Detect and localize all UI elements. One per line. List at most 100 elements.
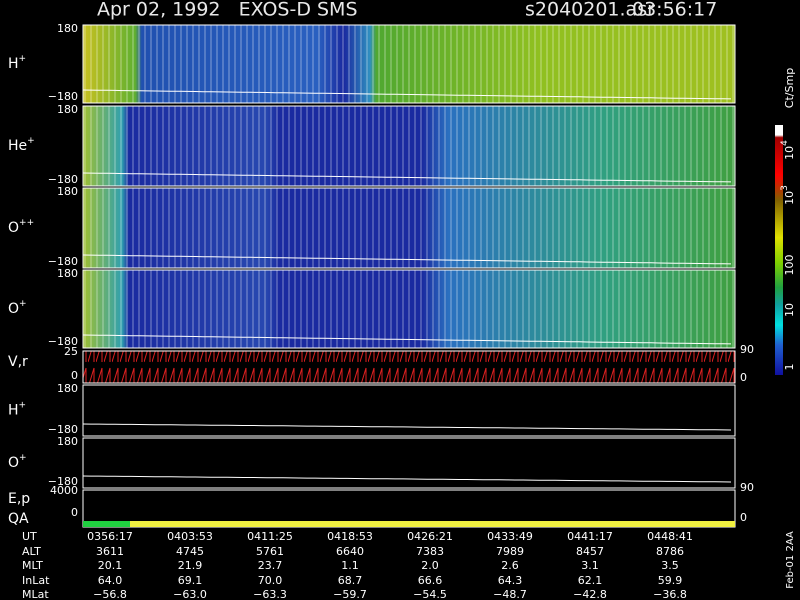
trace-line bbox=[82, 423, 732, 431]
cell: 6640 bbox=[336, 545, 364, 558]
cell: 68.7 bbox=[338, 574, 363, 587]
label: V,r bbox=[8, 354, 28, 370]
panel-frame bbox=[82, 384, 736, 437]
tick-label: −180 bbox=[48, 335, 78, 348]
label-sup: 3 bbox=[780, 185, 790, 191]
panel-frame bbox=[82, 437, 736, 489]
tick-label: −180 bbox=[48, 173, 78, 186]
tick-label: 90 bbox=[740, 343, 754, 356]
label: E,p bbox=[8, 491, 30, 507]
colorbar-tick-label: 10 bbox=[783, 303, 796, 317]
trace-line bbox=[82, 89, 732, 100]
cell: 3.1 bbox=[581, 559, 599, 572]
row-name: InLat bbox=[22, 574, 50, 587]
stamp: Feb-01 2AA bbox=[785, 531, 796, 589]
label-sup: ++ bbox=[19, 218, 34, 228]
cell: 0441:17 bbox=[567, 530, 613, 543]
cell: 0418:53 bbox=[327, 530, 373, 543]
colorbar-tick-label: 103 bbox=[780, 185, 797, 205]
tick-label: 0 bbox=[740, 511, 747, 524]
label-base: 100 bbox=[783, 255, 796, 276]
cell: 69.1 bbox=[178, 574, 203, 587]
label-base: H bbox=[8, 403, 19, 419]
panel-frame bbox=[82, 489, 736, 528]
colorbar-unit: Ct/Smp bbox=[783, 68, 796, 108]
cell: 8457 bbox=[576, 545, 604, 558]
label-base: O bbox=[8, 301, 19, 317]
file-name: s2040201.asr bbox=[525, 0, 655, 21]
tick-label: 4000 bbox=[50, 484, 78, 497]
tick-label: 180 bbox=[57, 185, 78, 198]
label: O+ bbox=[8, 453, 27, 472]
cell: 2.0 bbox=[421, 559, 439, 572]
cell: 3.5 bbox=[661, 559, 679, 572]
label-sup: 4 bbox=[780, 140, 790, 146]
spectrogram-texture bbox=[83, 25, 735, 103]
cell: 5761 bbox=[256, 545, 284, 558]
label-sup: + bbox=[19, 54, 27, 64]
cell: 0433:49 bbox=[487, 530, 533, 543]
label-base: 10 bbox=[783, 191, 796, 205]
cell: 62.1 bbox=[578, 574, 603, 587]
cell: 64.3 bbox=[498, 574, 523, 587]
label: H+ bbox=[8, 54, 26, 73]
cell: −56.8 bbox=[93, 588, 127, 600]
time: 03:56:17 bbox=[632, 0, 717, 21]
label-base: 1 bbox=[783, 364, 796, 371]
cell: 7383 bbox=[416, 545, 444, 558]
colorbar bbox=[775, 125, 783, 375]
panel-frame bbox=[82, 269, 736, 349]
spectrogram-texture bbox=[83, 270, 735, 348]
trace-line bbox=[82, 254, 732, 265]
cell: −63.3 bbox=[253, 588, 287, 600]
qa-bar bbox=[130, 521, 735, 527]
row-name: ALT bbox=[22, 545, 41, 558]
cell: 2.6 bbox=[501, 559, 519, 572]
label-base: He bbox=[8, 138, 27, 154]
tick-label: 0 bbox=[740, 371, 747, 384]
label: O+ bbox=[8, 299, 27, 318]
tick-label: 0 bbox=[71, 506, 78, 519]
colorbar-tick-label: 104 bbox=[780, 140, 797, 160]
cell: 3611 bbox=[96, 545, 124, 558]
label-base: 10 bbox=[783, 303, 796, 317]
label: O++ bbox=[8, 218, 34, 237]
trace-line bbox=[82, 172, 732, 183]
row-name: MLat bbox=[22, 588, 49, 600]
cell: 66.6 bbox=[418, 574, 443, 587]
panel-frame bbox=[82, 105, 736, 187]
label-base: H bbox=[8, 56, 19, 72]
tick-label: 0 bbox=[71, 369, 78, 382]
cell: 0403:53 bbox=[167, 530, 213, 543]
trace-line bbox=[82, 334, 732, 345]
cell: 64.0 bbox=[98, 574, 123, 587]
tick-label: 180 bbox=[57, 382, 78, 395]
spectrogram-texture bbox=[83, 106, 735, 186]
tick-label: 180 bbox=[57, 267, 78, 280]
cell: 4745 bbox=[176, 545, 204, 558]
row-name: UT bbox=[22, 530, 37, 543]
qa-bar bbox=[83, 521, 130, 527]
label-sup: + bbox=[19, 400, 27, 410]
cell: 0356:17 bbox=[87, 530, 133, 543]
trace-line bbox=[82, 475, 732, 483]
cell: 7989 bbox=[496, 545, 524, 558]
cell: 1.1 bbox=[341, 559, 359, 572]
cell: −36.8 bbox=[653, 588, 687, 600]
tick-label: 180 bbox=[57, 22, 78, 35]
cell: 23.7 bbox=[258, 559, 283, 572]
label: H+ bbox=[8, 400, 26, 419]
cell: −63.0 bbox=[173, 588, 207, 600]
row-name: MLT bbox=[22, 559, 43, 572]
label: QA bbox=[8, 511, 29, 527]
label-sup: + bbox=[19, 299, 27, 309]
cell: 0426:21 bbox=[407, 530, 453, 543]
tick-label: −180 bbox=[48, 475, 78, 488]
cell: 21.9 bbox=[178, 559, 203, 572]
panel-frame bbox=[82, 24, 736, 104]
label-sup: + bbox=[27, 136, 35, 146]
velocity-panel bbox=[82, 350, 736, 384]
cell: 70.0 bbox=[258, 574, 283, 587]
tick-label: −180 bbox=[48, 90, 78, 103]
